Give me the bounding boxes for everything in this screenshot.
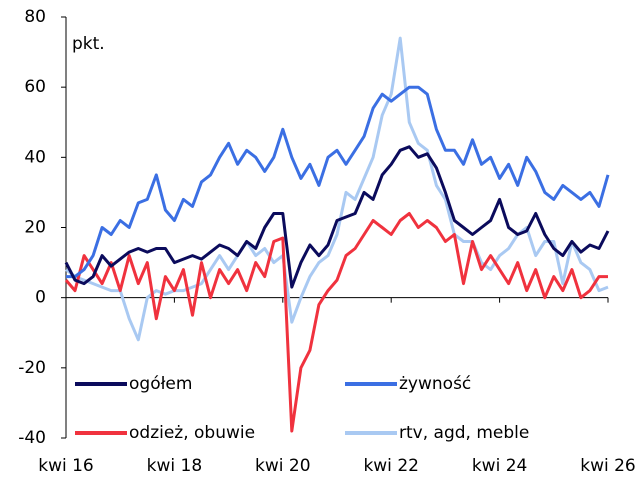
y-tick-label: 40 [24,147,46,167]
line-series [64,145,610,289]
legend-label: odzież, obuwie [129,423,255,443]
y-tick-label: -20 [18,358,46,378]
y-tick-label: 20 [24,218,46,238]
y-tick-label: -40 [18,428,46,448]
x-tick-label: kwi 18 [147,456,203,476]
x-tick-label: kwi 26 [580,456,636,476]
line-series [65,36,609,342]
legend-label: ogółem [129,374,192,394]
legend-label: żywność [399,374,471,394]
x-tick-label: kwi 20 [255,456,311,476]
line-series [64,212,608,433]
y-tick-label: 80 [24,7,46,27]
x-tick-label: kwi 16 [38,456,94,476]
x-tick-label: kwi 22 [363,456,419,476]
x-tick-label: kwi 24 [472,456,528,476]
line-series [66,85,610,279]
y-tick-label: 0 [35,288,46,308]
annotation: pkt. [72,34,105,54]
y-tick-label: 60 [24,77,46,97]
legend-label: rtv, agd, meble [399,423,529,443]
